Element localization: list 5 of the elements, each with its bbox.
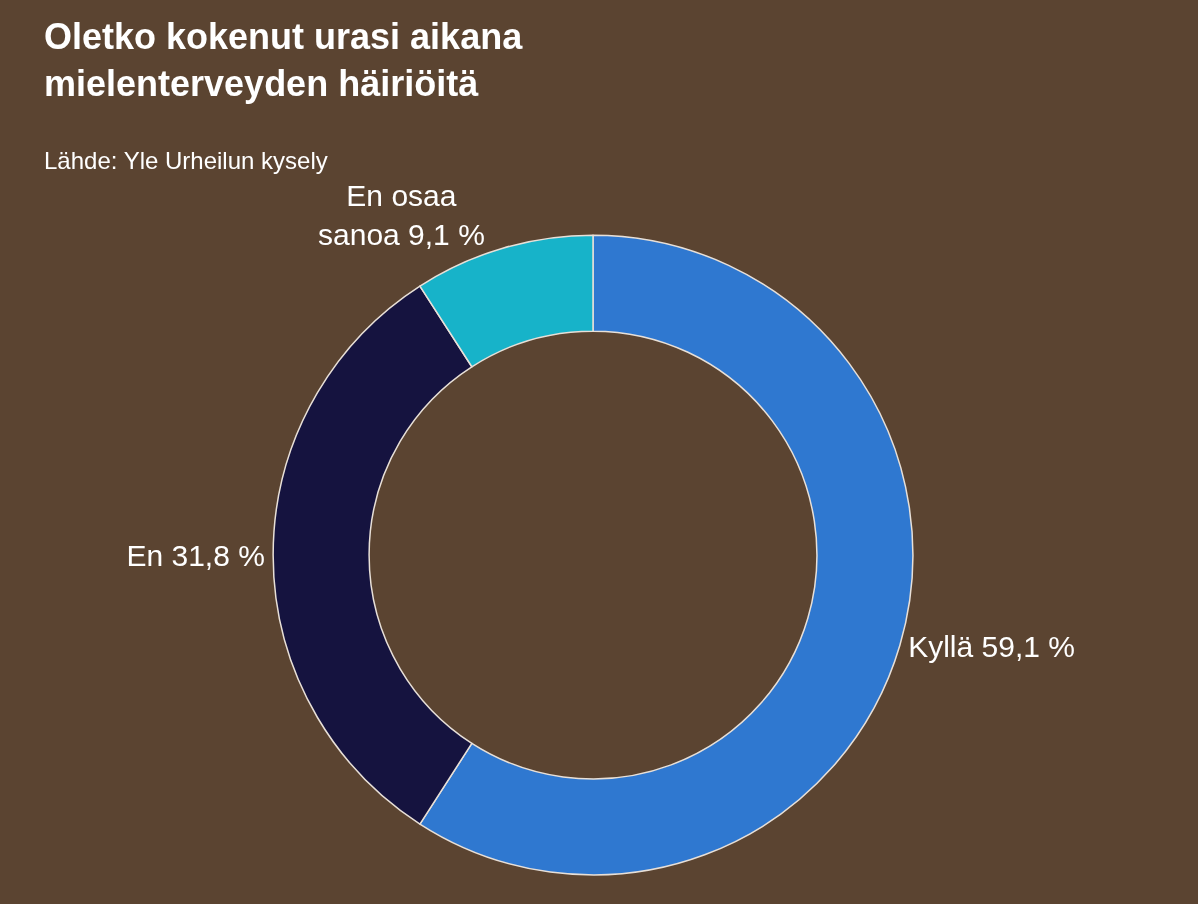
chart-title: Oletko kokenut urasi aikana mielenterveyden häiriöitä	[44, 16, 524, 104]
slice-label: En osaa sanoa 9,1 %	[318, 179, 485, 252]
chart-subtitle: Lähde: Yle Urheilun kysely	[44, 147, 328, 174]
slice-label: Kyllä 59,1 %	[908, 630, 1075, 664]
slice-label: En 31,8 %	[126, 538, 265, 572]
